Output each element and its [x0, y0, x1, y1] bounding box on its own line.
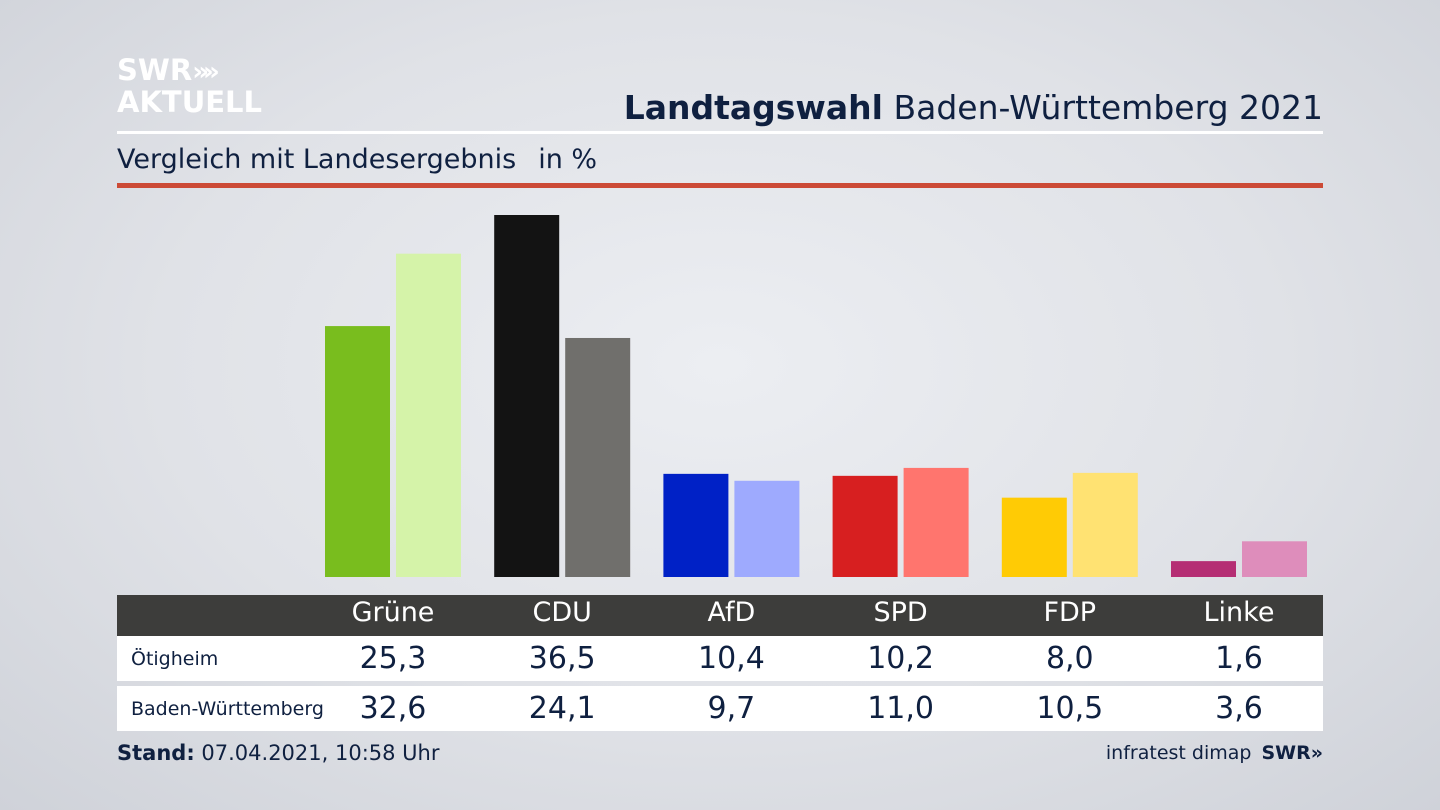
value-local: 25,3	[359, 641, 427, 676]
swr-aktuell-logo: SWR»» AKTUELL	[117, 56, 262, 117]
subtitle-text: Vergleich mit Landesergebnis	[117, 144, 517, 175]
bar-state	[1242, 541, 1307, 577]
row-label-local: Ötigheim	[131, 648, 219, 670]
chart-title-bold: Landtagswahl	[623, 88, 883, 127]
party-label: FDP	[1043, 597, 1097, 628]
chart-title: Landtagswahl Baden-Württemberg 2021	[624, 88, 1323, 127]
bar-local	[1001, 497, 1067, 577]
value-state: 10,5	[1036, 691, 1104, 726]
table-row-state: Baden-Württemberg 32,6 24,1 9,7 11,0 10,5 3,6	[117, 686, 1323, 731]
footer-swr-logo: SWR»	[1261, 742, 1323, 764]
title-divider	[117, 131, 1323, 134]
bar-state	[1072, 472, 1138, 577]
bar-local	[663, 473, 729, 577]
table-row-local: Ötigheim 25,3 36,5 10,4 10,2 8,0 1,6	[117, 636, 1323, 681]
stand-label: Stand:	[117, 741, 195, 765]
bar-local	[494, 215, 560, 577]
value-state: 9,7	[707, 691, 756, 726]
party-label: Grüne	[351, 597, 435, 628]
accent-rule	[117, 183, 1323, 188]
bar-state	[903, 467, 969, 577]
bar-state	[734, 480, 800, 577]
bar-local	[1171, 561, 1236, 577]
value-local: 8,0	[1045, 641, 1094, 676]
value-local: 10,4	[697, 641, 765, 676]
logo-swr-text: SWR	[117, 53, 193, 87]
stand-value: 07.04.2021, 10:58 Uhr	[194, 741, 440, 765]
bar-state	[396, 253, 461, 578]
row-label-state: Baden-Württemberg	[131, 698, 324, 720]
party-label: Linke	[1203, 597, 1275, 628]
value-state: 3,6	[1215, 691, 1263, 726]
bar-local	[832, 475, 898, 577]
value-state: 24,1	[528, 691, 596, 726]
value-state: 32,6	[359, 691, 427, 726]
value-local: 10,2	[867, 641, 934, 676]
party-label: SPD	[873, 597, 928, 628]
value-local: 1,6	[1215, 641, 1263, 676]
party-label: CDU	[532, 597, 592, 628]
party-label: AfD	[707, 597, 756, 628]
timestamp: Stand: 07.04.2021, 10:58 Uhr	[117, 741, 440, 765]
chart-subtitle: Vergleich mit Landesergebnis in %	[117, 144, 597, 175]
chart-title-rest: Baden-Württemberg 2021	[882, 88, 1323, 127]
logo-aktuell-text: AKTUELL	[117, 85, 263, 119]
value-local: 36,5	[528, 641, 596, 676]
unit-label: in %	[538, 144, 598, 175]
bar-local	[325, 326, 390, 577]
value-state: 11,0	[867, 691, 934, 726]
results-table: Grüne CDU AfD SPD FDP Linke Ötigheim 25,3 36,5…	[117, 595, 1323, 731]
table-header: Grüne CDU AfD SPD FDP Linke	[117, 595, 1323, 636]
bar-state	[565, 337, 631, 577]
source-credit: infratest dimap SWR»	[1106, 742, 1323, 764]
source-text: infratest dimap	[1105, 742, 1252, 764]
